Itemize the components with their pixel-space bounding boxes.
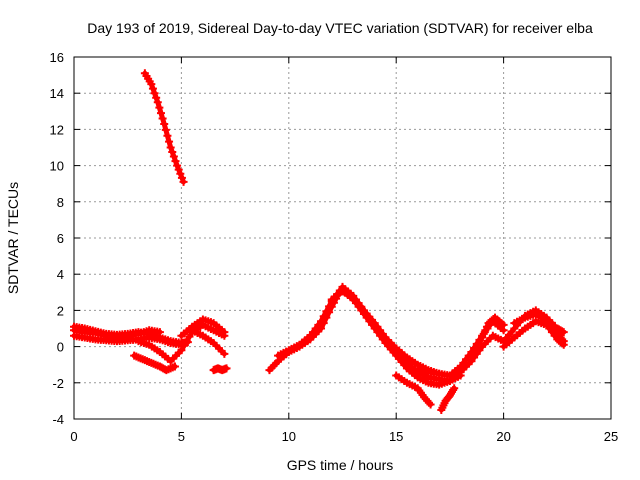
series-track-d	[140, 69, 188, 186]
data-point	[156, 109, 165, 118]
data-point	[559, 337, 568, 346]
data-point	[166, 143, 175, 152]
data-point	[319, 312, 328, 321]
series-track-m	[392, 371, 435, 409]
series-track-c	[70, 326, 164, 342]
x-tick-label: 20	[496, 429, 510, 444]
data-point	[475, 339, 484, 348]
x-tick-label: 15	[389, 429, 403, 444]
series-track-h	[188, 326, 229, 358]
data-point	[450, 384, 459, 393]
y-tick-label: -2	[52, 376, 64, 391]
data-point	[165, 137, 174, 146]
data-point	[177, 173, 186, 182]
x-tick-label: 10	[282, 429, 296, 444]
series-track-i	[209, 364, 231, 375]
data-point	[155, 103, 164, 112]
data-point	[470, 351, 479, 360]
data-point	[174, 165, 183, 174]
y-tick-label: 10	[50, 159, 64, 174]
data-point	[222, 364, 231, 373]
y-tick-label: 8	[57, 195, 64, 210]
data-point	[161, 125, 170, 134]
x-tick-label: 5	[178, 429, 185, 444]
data-point	[177, 346, 186, 355]
data-point	[182, 337, 191, 346]
data-marks	[70, 69, 568, 414]
series-track-q	[467, 313, 508, 366]
y-tick-label: 12	[50, 122, 64, 137]
series-track-t	[510, 310, 568, 346]
data-point	[158, 114, 167, 123]
x-tick-label: 0	[70, 429, 77, 444]
data-point	[180, 341, 189, 350]
x-tick-label: 25	[604, 429, 618, 444]
series-track-n	[437, 384, 459, 414]
data-point	[322, 307, 331, 316]
data-point	[152, 93, 161, 102]
data-point	[317, 317, 326, 326]
data-point	[173, 161, 182, 170]
y-tick-label: 14	[50, 86, 64, 101]
chart-title: Day 193 of 2019, Sidereal Day-to-day VTE…	[87, 20, 593, 36]
data-point	[155, 328, 164, 337]
data-point	[168, 148, 177, 157]
y-tick-label: 2	[57, 303, 64, 318]
y-tick-label: 4	[57, 267, 64, 282]
data-point	[179, 177, 188, 186]
data-point	[325, 302, 334, 311]
data-point	[559, 328, 568, 337]
data-point	[499, 320, 508, 329]
data-point	[472, 345, 481, 354]
data-point	[147, 80, 156, 89]
data-point	[148, 84, 157, 93]
grid	[74, 57, 611, 419]
data-point	[169, 152, 178, 161]
y-tick-label: 6	[57, 231, 64, 246]
data-point	[185, 332, 194, 341]
axis-ticks: 0 5 10 15 20 25 -4 -2 0 2 4 6 8 10 12 14 16	[50, 50, 619, 444]
y-tick-label: 16	[50, 50, 64, 65]
x-axis-label: GPS time / hours	[287, 457, 394, 473]
data-point	[171, 157, 180, 166]
data-point	[467, 357, 476, 366]
data-point	[170, 362, 179, 371]
data-point	[426, 400, 435, 409]
data-point	[163, 131, 172, 140]
series-track-e	[130, 351, 179, 375]
data-point	[153, 98, 162, 107]
y-tick-label: -4	[52, 412, 64, 427]
data-point	[220, 328, 229, 337]
y-tick-label: 0	[57, 340, 64, 355]
y-axis-label: SDTVAR / TECUs	[5, 182, 21, 294]
data-point	[220, 349, 229, 358]
data-point	[176, 169, 185, 178]
data-point	[150, 89, 159, 98]
data-point	[160, 119, 169, 128]
